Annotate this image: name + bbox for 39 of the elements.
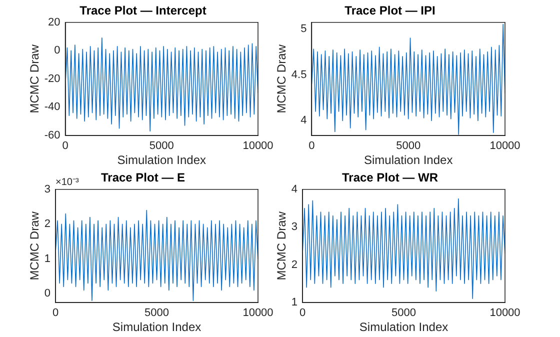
x-axis-title: Simulation Index xyxy=(117,153,206,168)
y-tick-label: 0 xyxy=(54,44,60,57)
y-tick-label: 4 xyxy=(300,114,307,127)
x-tick-label: 10000 xyxy=(490,140,520,152)
x-tick-label: 10000 xyxy=(242,140,274,152)
chart-title: Trace Plot — WR xyxy=(342,170,438,185)
x-tick-label: 5000 xyxy=(396,140,421,152)
y-tick-label: 1 xyxy=(44,252,51,265)
x-axis-title: Simulation Index xyxy=(112,320,202,334)
y-axis-title: MCMC Draw xyxy=(274,211,289,280)
y-tick-label: 0 xyxy=(44,288,51,300)
y-tick-label: 2 xyxy=(291,258,298,271)
y-axis-title: MCMC Draw xyxy=(28,211,42,280)
y-tick-label: 3 xyxy=(44,183,51,196)
y-tick-label: 4.5 xyxy=(291,68,307,81)
y-tick-label: -40 xyxy=(44,101,60,114)
y-tick-label: 3 xyxy=(291,221,298,234)
y-tick-label: -20 xyxy=(44,72,60,85)
y-tick-label: -60 xyxy=(44,129,60,142)
x-tick-label: 0 xyxy=(62,140,68,152)
chart-title: Trace Plot — IPI xyxy=(344,4,436,18)
y-axis-title: MCMC Draw xyxy=(274,44,289,114)
x-tick-label: 5000 xyxy=(149,140,174,152)
x-tick-label: 5000 xyxy=(392,307,416,320)
text: ×10⁻³ xyxy=(56,177,80,188)
chart-title: Trace Plot — E xyxy=(100,170,186,185)
x-axis-title: Simulation Index xyxy=(364,153,453,168)
x-tick-label: 10000 xyxy=(242,307,274,320)
y-tick-label: 4 xyxy=(291,183,298,196)
y-axis-title: MCMC Draw xyxy=(28,44,42,114)
y-tick-label: 1 xyxy=(291,296,298,308)
y-tick-label: 5 xyxy=(300,22,307,35)
x-tick-label: 5000 xyxy=(144,307,169,320)
x-tick-label: 10000 xyxy=(490,307,520,320)
y-tick-label: 2 xyxy=(44,218,51,230)
chart-title: Trace Plot — Intercept xyxy=(80,4,206,18)
x-axis-title: Simulation Index xyxy=(359,320,448,334)
y-tick-label: 20 xyxy=(48,16,60,28)
x-tick-label: 0 xyxy=(308,140,315,152)
